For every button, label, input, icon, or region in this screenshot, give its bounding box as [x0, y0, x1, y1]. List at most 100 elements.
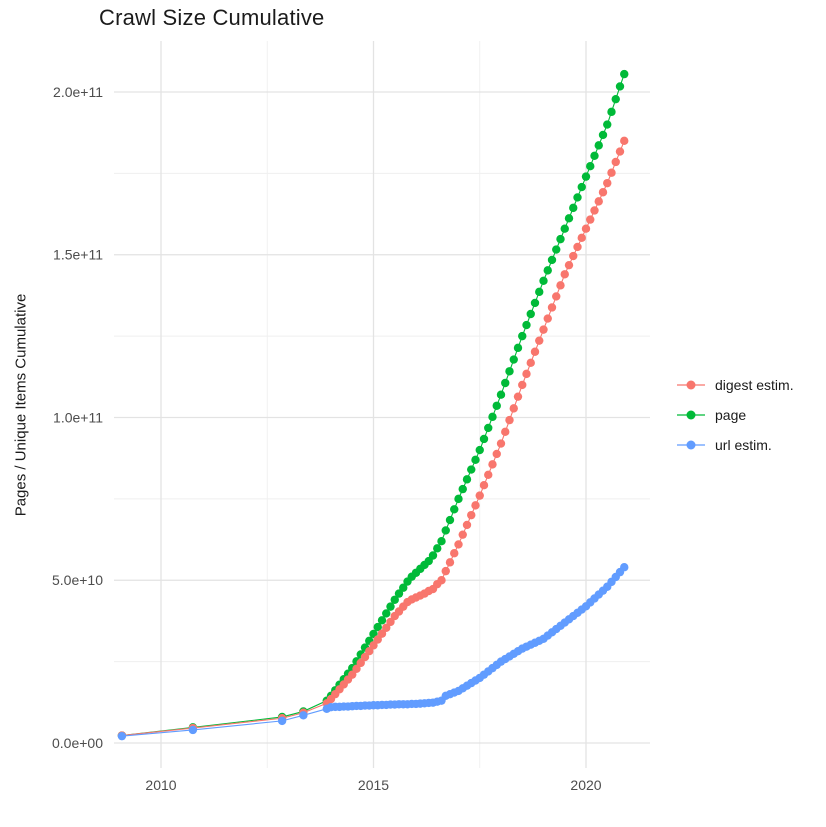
data-point: [573, 242, 582, 252]
data-point: [373, 635, 382, 644]
data-point: [377, 616, 387, 625]
data-point: [552, 245, 561, 254]
data-point: [560, 270, 569, 279]
data-point: [117, 731, 127, 741]
data-point: [462, 475, 472, 484]
data-point: [437, 576, 446, 585]
axis-tick-labels: 0.0e+00 5.0e+10 1.0e+11 1.5e+11 2.0e+11 2010 2…: [52, 84, 602, 793]
data-point: [539, 276, 548, 285]
data-point: [547, 255, 557, 265]
legend-item-page: page: [676, 407, 794, 423]
x-tick-label: 2015: [358, 777, 389, 793]
data-point: [611, 94, 620, 104]
x-tick-label: 2010: [145, 777, 176, 793]
data-point: [484, 423, 493, 433]
data-point: [590, 151, 599, 160]
data-point: [428, 551, 438, 560]
legend-label-url-estim: url estim.: [715, 437, 772, 453]
data-point: [454, 494, 463, 504]
data-point: [598, 188, 608, 197]
data-point: [513, 343, 523, 353]
data-point: [454, 540, 463, 549]
data-point: [615, 147, 625, 156]
data-point: [467, 465, 476, 474]
data-point: [484, 470, 493, 479]
data-point: [603, 178, 612, 188]
data-point: [586, 162, 595, 171]
data-point: [518, 331, 527, 341]
data-point: [543, 314, 552, 323]
data-point: [188, 725, 198, 735]
data-point: [450, 549, 459, 558]
data-point: [382, 623, 391, 632]
data-point: [479, 481, 489, 490]
data-point: [277, 716, 287, 726]
legend-key-page-icon: [677, 410, 705, 420]
data-point: [526, 309, 535, 319]
data-point: [386, 617, 395, 627]
data-point: [526, 358, 535, 368]
data-point: [577, 182, 586, 192]
legend-item-digest-estim: digest estim.: [676, 377, 794, 393]
series-digest-estim: [117, 136, 629, 740]
data-point: [586, 215, 595, 224]
data-point: [620, 563, 629, 572]
data-point: [530, 347, 540, 356]
data-point: [386, 602, 395, 611]
data-point: [522, 369, 531, 379]
data-point: [390, 595, 399, 604]
x-tick-label: 2020: [570, 777, 601, 793]
data-point: [560, 224, 569, 233]
data-point: [522, 320, 531, 330]
y-tick-label: 1.5e+11: [53, 247, 103, 263]
data-point: [577, 233, 586, 243]
data-point: [556, 281, 565, 290]
data-point: [501, 378, 510, 388]
data-point: [509, 404, 518, 413]
data-point: [475, 445, 484, 455]
data-point: [573, 193, 582, 202]
y-tick-label: 5.0e+10: [52, 572, 103, 588]
data-point: [488, 460, 497, 469]
data-point: [564, 214, 574, 223]
y-axis-title: Pages / Unique Items Cumulative: [12, 293, 30, 517]
data-point: [433, 544, 442, 553]
data-point: [594, 197, 603, 206]
data-point: [458, 530, 467, 539]
data-point: [603, 120, 612, 129]
legend-label-page: page: [715, 407, 747, 423]
data-point: [445, 515, 455, 525]
data-point: [518, 380, 527, 390]
data-point: [615, 82, 625, 91]
data-point: [569, 203, 578, 213]
data-point: [492, 401, 501, 410]
data-point: [445, 558, 455, 567]
legend-key-url-icon: [677, 440, 705, 450]
data-point: [373, 622, 382, 632]
data-point: [552, 292, 561, 301]
data-point: [547, 303, 557, 312]
data-point: [505, 415, 514, 425]
data-point: [479, 434, 489, 444]
data-point: [356, 658, 365, 668]
data-point: [348, 670, 357, 679]
data-point: [441, 526, 450, 535]
data-point: [467, 510, 476, 520]
data-point: [352, 664, 361, 673]
data-point: [620, 69, 629, 79]
data-point: [450, 505, 459, 514]
data-point: [496, 439, 506, 448]
data-point: [564, 260, 574, 270]
data-point: [382, 609, 391, 618]
data-point: [598, 130, 608, 140]
data-point: [441, 566, 450, 576]
data-point: [594, 141, 603, 150]
data-point: [607, 107, 616, 117]
data-point: [458, 484, 467, 494]
legend-item-url-estim: url estim.: [676, 437, 794, 453]
data-point: [505, 367, 514, 376]
data-point: [360, 652, 370, 662]
data-point: [513, 392, 523, 401]
